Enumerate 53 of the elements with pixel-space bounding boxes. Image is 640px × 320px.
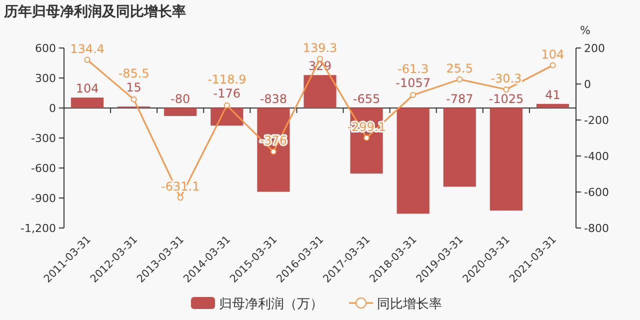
data-label: 15 xyxy=(126,80,142,94)
y-tick-label: -300 xyxy=(31,132,56,145)
y2-tick-label: -800 xyxy=(584,222,609,235)
data-label: -838 xyxy=(260,92,288,106)
data-label: -787 xyxy=(446,92,474,106)
y-tick-label: 600 xyxy=(35,42,56,55)
point xyxy=(364,134,370,141)
y2-tick-label: 200 xyxy=(584,42,605,55)
data-label: 41 xyxy=(545,88,560,102)
data-label: -1057 xyxy=(396,76,431,90)
data-label: 134.4 xyxy=(70,42,104,56)
bar xyxy=(304,75,336,108)
y2-tick-label: -400 xyxy=(584,150,609,163)
data-label: -176 xyxy=(213,86,241,100)
bar xyxy=(257,108,290,192)
chart-title: 历年归母净利润及同比增长率 xyxy=(3,3,186,20)
point xyxy=(550,62,556,68)
point xyxy=(270,148,276,155)
y2-axis-title: % xyxy=(580,24,590,37)
data-label: -30.3 xyxy=(490,71,522,86)
data-label: 104 xyxy=(541,47,564,62)
data-label: -80 xyxy=(170,92,190,106)
bar xyxy=(164,108,197,116)
data-label: -61.3 xyxy=(398,62,429,76)
data-label: -1025 xyxy=(488,92,524,106)
bar xyxy=(70,98,104,108)
y-tick-label: -1,200 xyxy=(20,222,56,235)
legend-label: 同比增长率 xyxy=(377,296,442,312)
point xyxy=(84,56,90,63)
point xyxy=(224,102,230,108)
data-label: -118.9 xyxy=(208,72,246,86)
bar xyxy=(396,108,430,214)
data-label: -655 xyxy=(352,92,380,106)
y-tick-label: 300 xyxy=(35,72,56,85)
data-label: -85.5 xyxy=(118,66,150,80)
y-tick-label: -900 xyxy=(31,192,56,205)
point xyxy=(456,76,463,82)
y2-tick-label: 0 xyxy=(584,78,591,91)
bar xyxy=(443,108,476,187)
point xyxy=(503,86,510,92)
point xyxy=(130,96,137,102)
y2-tick-label: -200 xyxy=(584,114,609,127)
y-tick-label: -600 xyxy=(31,162,56,175)
data-label: 25.5 xyxy=(446,61,473,76)
y2-tick-label: -600 xyxy=(584,186,609,199)
y-tick-label: 0 xyxy=(49,102,56,115)
data-label: 139.3 xyxy=(302,40,338,55)
point xyxy=(177,194,184,201)
legend-label: 归母净利润（万） xyxy=(219,297,323,312)
bar xyxy=(536,104,570,108)
point xyxy=(410,92,416,98)
data-label: 104 xyxy=(76,82,99,96)
bar xyxy=(490,108,522,210)
